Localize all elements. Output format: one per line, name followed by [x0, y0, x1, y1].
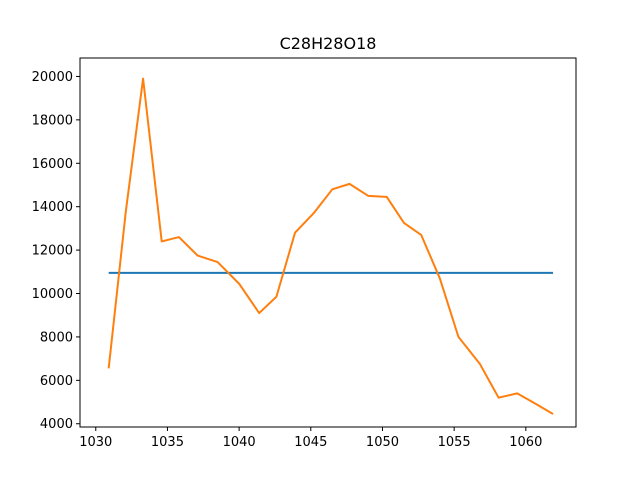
x-tick-label: 1060 [509, 435, 542, 450]
chart-title: C28H28O18 [280, 34, 377, 53]
y-tick-label: 14000 [32, 200, 73, 215]
y-tick-label: 18000 [32, 113, 73, 128]
y-tick-label: 10000 [32, 287, 73, 302]
x-tick-label: 1040 [223, 435, 256, 450]
x-tick-label: 1030 [79, 435, 112, 450]
y-tick-label: 6000 [40, 374, 73, 389]
x-tick-label: 1035 [151, 435, 184, 450]
y-tick-label: 20000 [32, 70, 73, 85]
series-line-1 [107, 77, 554, 415]
x-tick-label: 1055 [438, 435, 471, 450]
axes-frame [79, 57, 577, 428]
y-tick-label: 8000 [40, 330, 73, 345]
x-tick-label: 1045 [294, 435, 327, 450]
y-tick-label: 16000 [32, 157, 73, 172]
x-axis-ticks: 1030 1035 1040 1045 1050 1055 1060 [79, 427, 542, 450]
y-axis-ticks: 4000 6000 8000 10000 12000 14000 16000 18000 200… [32, 70, 80, 432]
x-tick-label: 1050 [366, 435, 399, 450]
y-tick-label: 12000 [32, 244, 73, 259]
y-tick-label: 4000 [40, 417, 73, 432]
plot-area [107, 77, 554, 415]
